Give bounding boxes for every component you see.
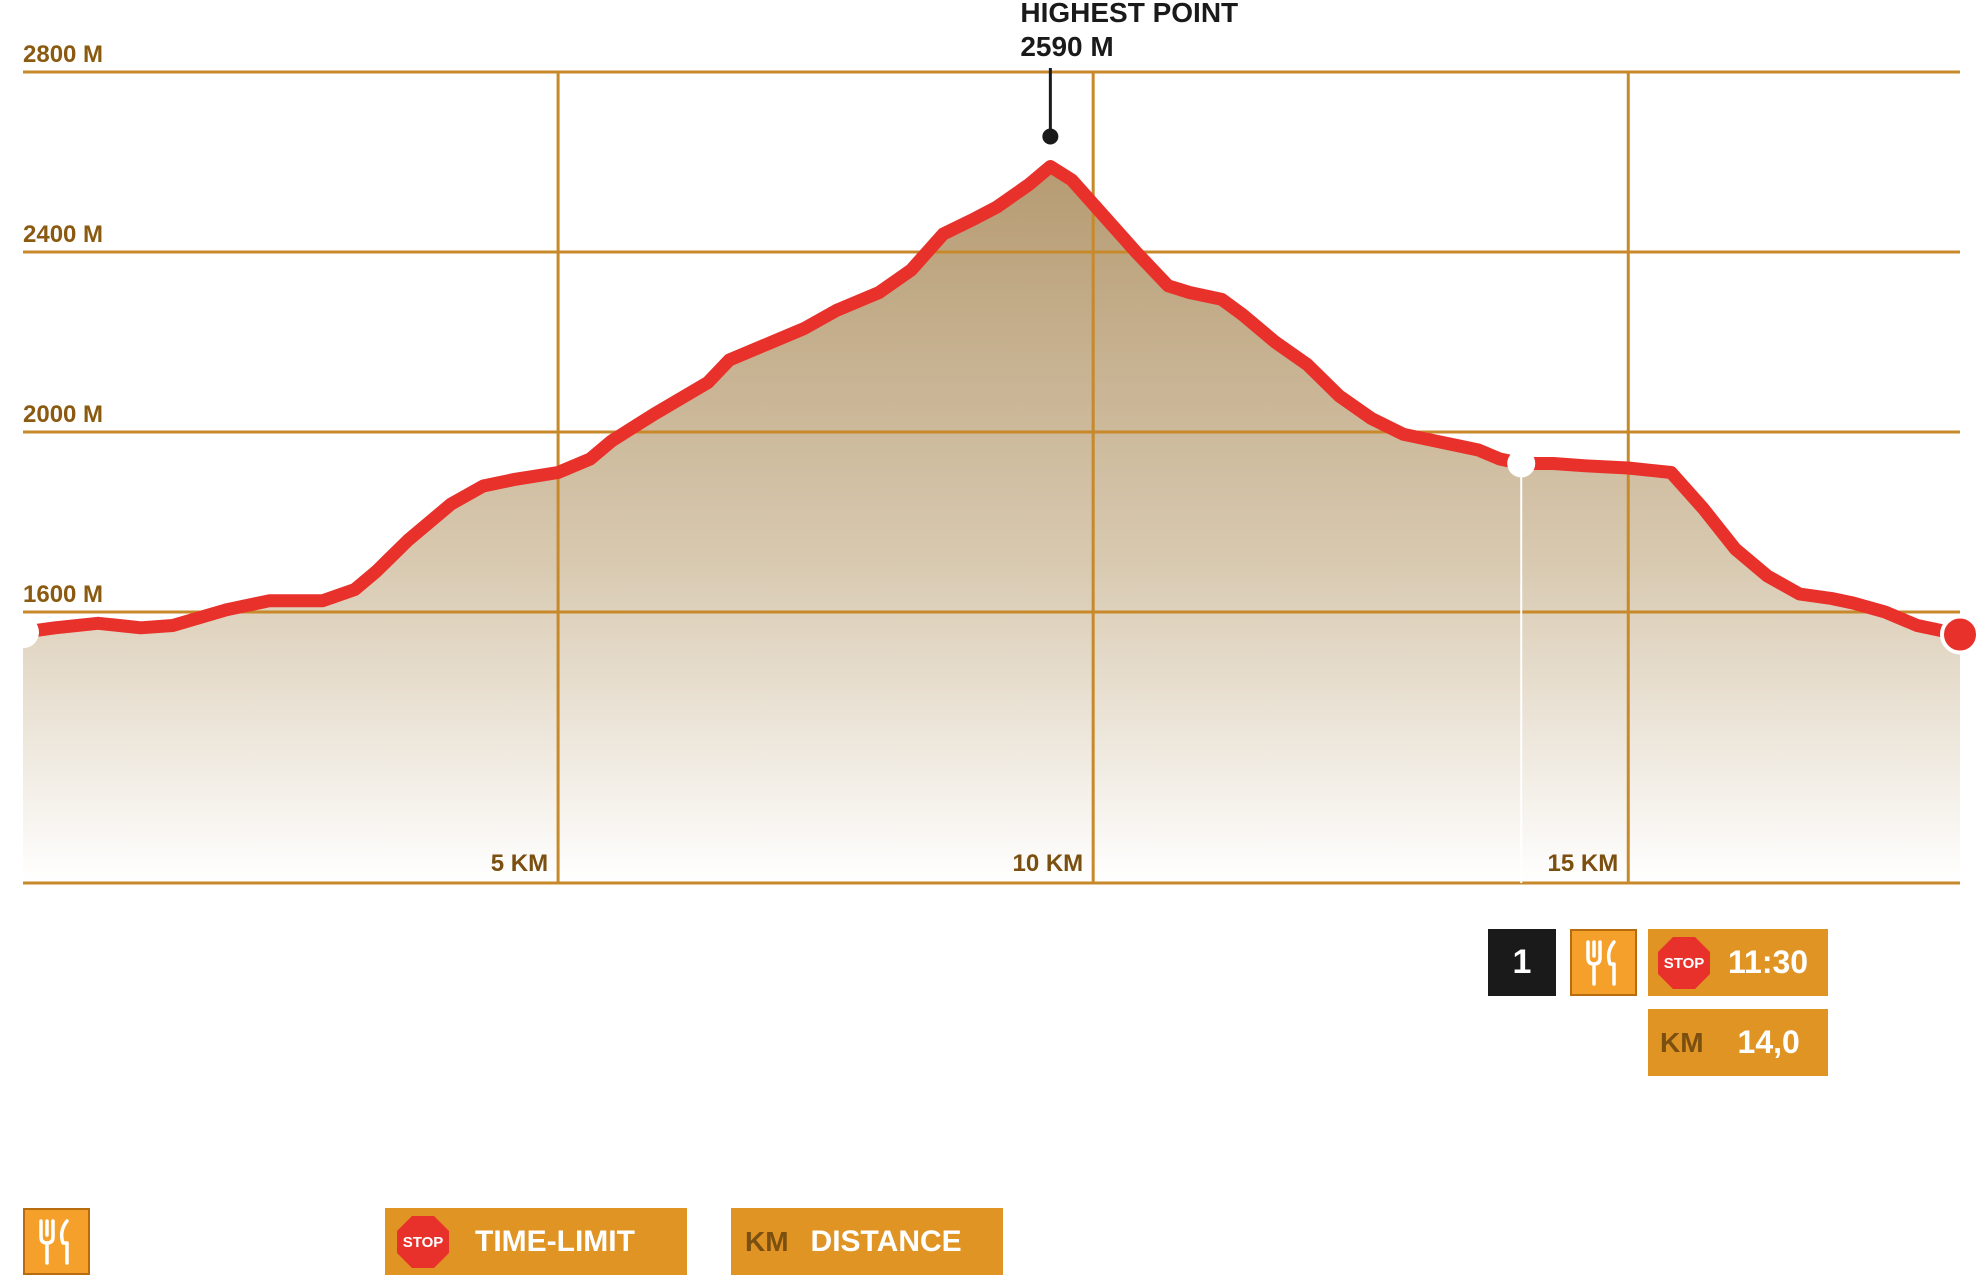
elevation-line xyxy=(16,160,1967,641)
legend-km-label: KM xyxy=(745,1225,789,1257)
y-tick-label: 1600 M xyxy=(23,581,103,608)
legend-food-box xyxy=(23,1208,90,1275)
horizontal-gridlines xyxy=(23,70,1960,614)
checkpoint-km-label: KM xyxy=(1660,1026,1704,1058)
checkpoint-time-limit: 11:30 xyxy=(1728,944,1809,980)
fork-knife-icon xyxy=(1585,939,1616,986)
checkpoint-number: 1 xyxy=(1512,943,1532,981)
legend-time-limit-box: STOP TIME-LIMIT xyxy=(385,1208,687,1275)
y-tick-label: 2400 M xyxy=(23,221,103,248)
y-tick-label: 2800 M xyxy=(23,41,103,68)
peak-title: HIGHEST POINT xyxy=(1020,0,1238,28)
checkpoint-food-box xyxy=(1570,929,1637,996)
checkpoint-km-value: 14,0 xyxy=(1737,1024,1800,1060)
stop-sign-icon: STOP xyxy=(397,1215,449,1268)
peak-dot xyxy=(1042,128,1059,145)
legend-distance-box: KM DISTANCE xyxy=(731,1208,1003,1275)
finish-marker xyxy=(1940,614,1980,655)
legend-time-limit-label: TIME-LIMIT xyxy=(475,1224,635,1258)
x-tick-label: 10 KM xyxy=(1012,850,1083,877)
stop-sign-icon: STOP xyxy=(1658,936,1710,989)
x-tick-label: 5 KM xyxy=(491,850,548,877)
x-tick-label: 15 KM xyxy=(1548,850,1619,877)
elevation-area xyxy=(23,166,1960,883)
checkpoint-distance-box: KM 14,0 xyxy=(1648,1009,1828,1076)
fork-knife-icon xyxy=(38,1218,69,1265)
peak-value: 2590 M xyxy=(1020,31,1113,62)
stop-sign-text: STOP xyxy=(1664,955,1705,972)
checkpoint-number-box: 1 xyxy=(1488,929,1556,996)
y-tick-label: 2000 M xyxy=(23,401,103,428)
checkpoint-time-limit-box: STOP 11:30 xyxy=(1648,929,1828,996)
legend-distance-label: DISTANCE xyxy=(810,1224,962,1258)
start-marker xyxy=(7,616,39,649)
stop-sign-text: STOP xyxy=(403,1234,444,1251)
checkpoint-marker xyxy=(1507,449,1536,478)
